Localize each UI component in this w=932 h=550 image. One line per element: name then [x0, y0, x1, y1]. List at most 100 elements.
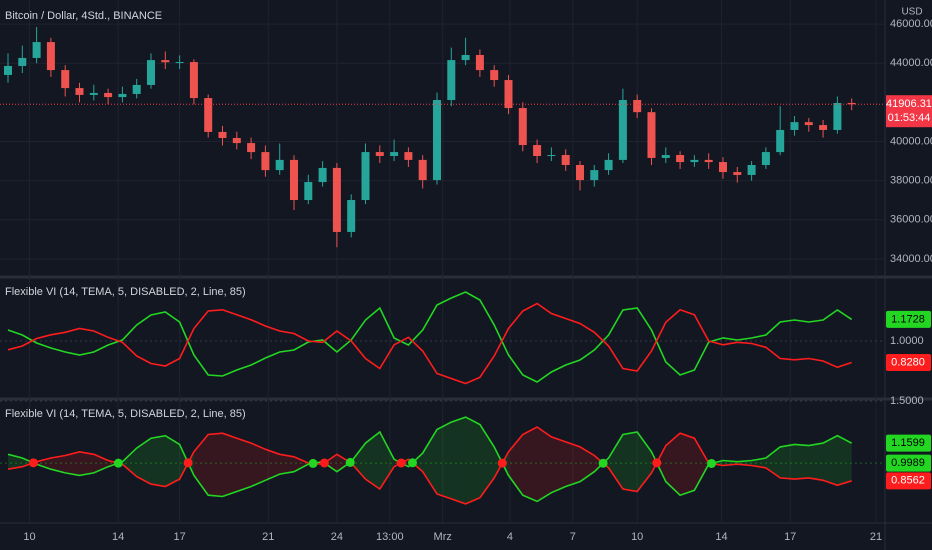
candle-body	[432, 100, 441, 181]
candle-body	[633, 100, 642, 113]
cross-marker	[28, 458, 38, 468]
candle-body	[618, 100, 627, 160]
area-fill	[379, 431, 395, 490]
candle-body	[75, 88, 84, 95]
candle-body	[261, 152, 270, 171]
candle-body	[776, 129, 785, 153]
area-fill	[365, 431, 380, 490]
area-fill	[465, 417, 480, 504]
area-fill	[236, 438, 252, 492]
area-fill	[808, 443, 824, 481]
area-fill	[537, 427, 552, 502]
candle-body	[147, 60, 156, 85]
candle-body	[661, 155, 670, 158]
cross-marker	[407, 458, 417, 468]
area-fill	[665, 433, 681, 496]
candle-body	[790, 122, 799, 130]
candle-body	[461, 55, 470, 61]
last-value-box	[886, 454, 931, 472]
candle-body	[819, 125, 828, 130]
area-fill	[794, 444, 809, 480]
area-fill	[136, 438, 152, 485]
candle-body	[289, 159, 298, 201]
candle-body	[18, 57, 27, 66]
candle-body	[218, 131, 227, 138]
area-fill	[837, 435, 852, 486]
candle-body	[833, 102, 842, 130]
area-fill	[780, 444, 795, 480]
area-fill	[422, 429, 437, 494]
area-fill	[351, 443, 366, 480]
candle-body	[347, 200, 356, 232]
area-fill	[65, 451, 80, 476]
x-tick-label: 10	[23, 531, 35, 543]
candle-body	[547, 155, 556, 157]
candle-body	[189, 62, 198, 99]
area-fill	[265, 449, 280, 481]
area-fill	[222, 433, 237, 497]
candle-body	[561, 155, 570, 165]
candle-body	[718, 162, 727, 173]
candle-body	[89, 92, 98, 95]
x-tick-label: 24	[331, 531, 343, 543]
area-fill	[451, 417, 466, 504]
candle-body	[475, 55, 484, 71]
candle-body	[332, 167, 341, 232]
candle-body	[118, 93, 127, 98]
pane-title: Bitcoin / Dollar, 4Std., BINANCE	[5, 10, 162, 22]
candle-body	[518, 108, 527, 146]
candle-body	[604, 159, 613, 171]
candle-body	[418, 159, 427, 181]
candle-body	[575, 165, 584, 181]
candle-body	[304, 182, 313, 201]
candle-body	[733, 172, 742, 175]
area-fill	[151, 435, 166, 487]
pane-title: Flexible VI (14, TEMA, 5, DISABLED, 2, L…	[5, 286, 246, 298]
area-fill	[8, 454, 23, 470]
area-fill	[522, 427, 538, 502]
area-fill	[436, 422, 452, 499]
y-tick-label: 1.0000	[890, 335, 924, 347]
last-value-label: 1.1599	[891, 437, 925, 449]
candle-body	[590, 170, 599, 181]
area-fill	[565, 441, 580, 487]
area-fill	[251, 443, 266, 487]
candle-body	[4, 65, 13, 75]
last-value-box	[886, 310, 931, 328]
last-value-label: 0.9989	[891, 457, 925, 469]
last-value-box	[886, 472, 931, 490]
last-value-label: 0.8562	[891, 475, 925, 487]
area-fill	[479, 424, 495, 498]
cross-marker	[598, 458, 608, 468]
cross-marker	[396, 458, 406, 468]
candle-body	[704, 159, 713, 163]
x-tick-label: 13:00	[376, 531, 404, 543]
price-label: 41906.31	[886, 98, 932, 110]
countdown: 01:53:44	[888, 112, 931, 124]
cross-marker	[497, 458, 507, 468]
candle-body	[804, 122, 813, 126]
y-tick-label: 34000.00	[890, 253, 932, 265]
x-tick-label: 17	[784, 531, 796, 543]
x-tick-label: 21	[870, 531, 882, 543]
candle-body	[761, 152, 770, 165]
candle-body	[490, 70, 499, 81]
area-fill	[322, 454, 337, 472]
candle-body	[404, 152, 413, 160]
x-tick-label: 17	[173, 531, 185, 543]
area-fill	[279, 454, 294, 475]
candle-body	[676, 155, 685, 163]
area-fill	[50, 455, 66, 473]
area-fill	[622, 431, 638, 492]
candle-body	[318, 167, 327, 183]
y-tick-label: 44000.00	[890, 57, 932, 69]
candle-body	[647, 112, 656, 158]
candle-body	[104, 92, 113, 98]
cross-marker	[345, 457, 355, 467]
candle-body	[161, 60, 170, 63]
candle-body	[132, 84, 141, 94]
last-value-label: 1.1728	[891, 313, 925, 325]
last-value-label: 0.8280	[891, 356, 925, 368]
